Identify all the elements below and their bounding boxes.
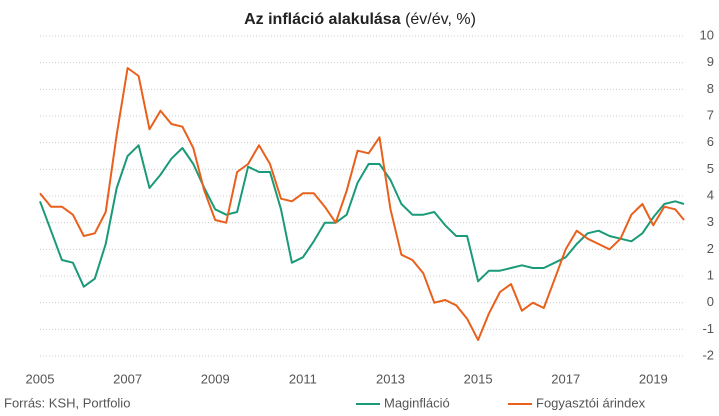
y-tick-label: 4 [707,187,714,202]
y-tick-label: -2 [702,347,714,362]
y-tick-label: 9 [707,54,714,69]
x-tick-label: 2009 [201,371,230,386]
y-tick-label: -1 [702,321,714,336]
y-tick-label: 6 [707,134,714,149]
chart-title-group: Az infláció alakulása (év/év, %) [244,11,476,28]
y-tick-label: 10 [700,27,714,42]
x-tick-label: 2005 [26,371,55,386]
x-tick-label: 2011 [289,371,317,386]
y-tick-label: 0 [707,294,714,309]
source: Forrás: KSH, Portfolio [4,395,130,410]
chart-title: Az infláció alakulása [244,11,401,28]
x-tick-label: 2019 [639,371,668,386]
legend-label: Fogyasztói árindex [536,395,646,410]
x-tick-label: 2015 [464,371,493,386]
legend-label: Maginfláció [384,395,450,410]
y-tick-label: 3 [707,214,714,229]
y-tick-label: 1 [707,267,714,282]
y-tick-label: 2 [707,241,714,256]
series-line [39,67,685,341]
x-tick-label: 2013 [376,371,405,386]
x-tick-label: 2017 [551,371,580,386]
chart-subtitle: (év/év, %) [405,11,476,28]
x-tick-label: 2007 [113,371,142,386]
series-line [39,144,685,288]
y-tick-label: 8 [707,81,714,96]
y-tick-label: 7 [707,107,714,122]
y-tick-label: 5 [707,161,714,176]
